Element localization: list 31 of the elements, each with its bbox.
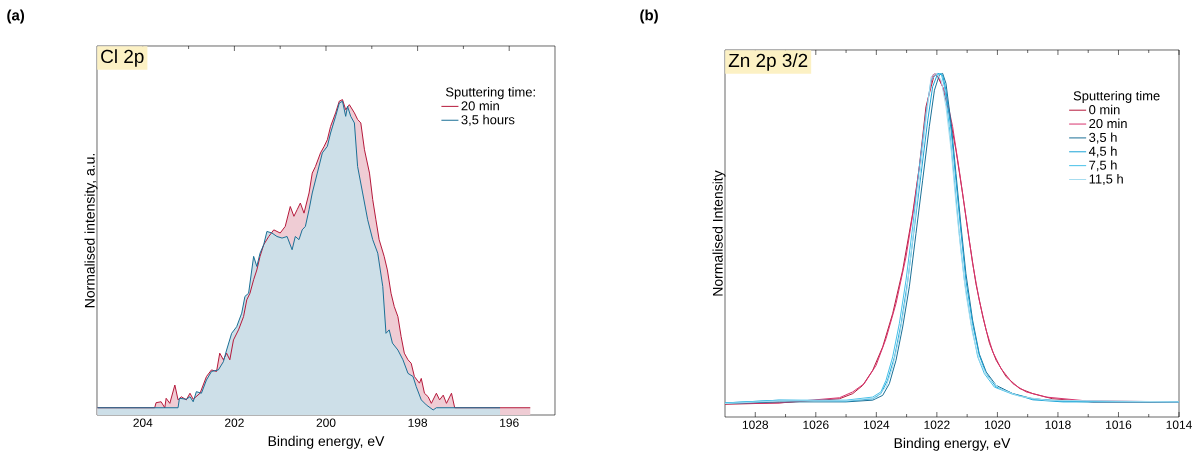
legend-label: 0 min <box>1089 104 1120 115</box>
legend-label: 7,5 h <box>1089 160 1117 172</box>
chart-title: Cl 2p <box>101 49 144 67</box>
legend-label: 3,5 hours <box>461 114 515 126</box>
legend-label: 3,5 h <box>1089 132 1117 144</box>
legend-title: Sputtering time: <box>445 87 535 100</box>
legend-label: 4,5 h <box>1088 146 1117 158</box>
x-tick-label: 1022 <box>924 420 950 429</box>
y-axis-title: Normalised Intensity <box>712 170 726 296</box>
y-axis-title: Normalised intensity, a.u. <box>84 154 98 308</box>
legend-label: 11,5 h <box>1089 174 1123 186</box>
legend-label: 20 min <box>1089 118 1127 129</box>
x-tick-label: 1014 <box>1166 420 1192 429</box>
x-tick-label: 204 <box>133 418 153 427</box>
x-tick-label: 1024 <box>863 420 890 429</box>
x-tick-label: 202 <box>225 418 244 427</box>
chart-title: Zn 2p 3/2 <box>728 53 808 71</box>
x-tick-label: 1016 <box>1106 420 1132 429</box>
x-tick-label: 200 <box>316 418 336 427</box>
x-axis-title: Binding energy, eV <box>894 437 1011 451</box>
x-tick-label: 1026 <box>803 420 829 429</box>
x-tick-label: 1018 <box>1045 420 1071 429</box>
x-axis-title: Binding energy, eV <box>268 435 385 449</box>
text: (b) <box>640 9 658 24</box>
x-tick-label: 198 <box>408 418 428 427</box>
legend-title: Sputtering time <box>1073 90 1160 103</box>
text: (a) <box>7 9 25 24</box>
x-tick-label: 1020 <box>985 420 1011 429</box>
x-tick-label: 1028 <box>742 420 769 429</box>
legend-label: 20 min <box>461 100 499 111</box>
x-tick-label: 196 <box>500 418 519 427</box>
